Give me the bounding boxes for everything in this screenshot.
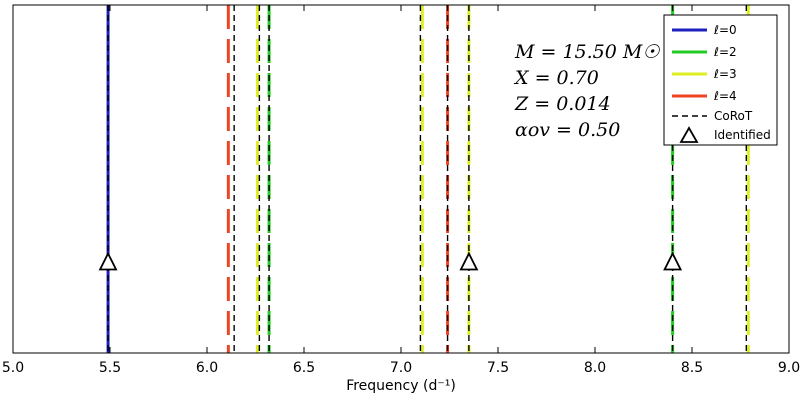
legend-label-l4: ℓ=4: [713, 89, 737, 103]
identified-marker-0: [98, 251, 118, 271]
legend-swatch-identified: [679, 126, 699, 143]
annotation-alpha-ov: αov = 0.50: [515, 119, 620, 141]
x-axis-label: Frequency (d⁻¹): [346, 378, 456, 394]
legend-label-l3: ℓ=3: [713, 67, 737, 81]
legend: ℓ=0 ℓ=2 ℓ=3 ℓ=4 CoRoT Identified: [663, 14, 778, 146]
legend-label-identified: Identified: [714, 128, 771, 142]
x-tick-label-8: 9.0: [778, 360, 800, 376]
x-tick-label-3: 6.5: [293, 360, 315, 376]
plot-background: [13, 5, 789, 353]
x-tick-label-1: 5.5: [99, 360, 121, 376]
x-tick-label-5: 7.5: [487, 360, 509, 376]
annotation-z: Z = 0.014: [514, 93, 611, 115]
x-tick-label-4: 7.0: [390, 360, 412, 376]
legend-box: [663, 14, 778, 146]
x-tick-label-2: 6.0: [196, 360, 218, 376]
legend-label-corot: CoRoT: [714, 109, 753, 123]
x-axis-ticks: 5.0 5.5 6.0 6.5 7.0 7.5 8.0 8.5 9.0: [2, 5, 800, 376]
legend-label-l0: ℓ=0: [713, 23, 737, 37]
x-tick-label-0: 5.0: [2, 360, 24, 376]
parameter-annotations: M = 15.50 M☉ X = 0.70 Z = 0.014 αov = 0.…: [513, 41, 660, 141]
identified-markers-group: [98, 251, 683, 271]
x-tick-label-6: 8.0: [584, 360, 606, 376]
identified-marker-1: [459, 251, 479, 271]
annotation-x: X = 0.70: [513, 67, 599, 89]
annotation-mass: M = 15.50 M☉: [514, 41, 660, 63]
x-tick-label-7: 8.5: [681, 360, 703, 376]
legend-label-l2: ℓ=2: [713, 45, 737, 59]
identified-marker-2: [663, 251, 683, 271]
